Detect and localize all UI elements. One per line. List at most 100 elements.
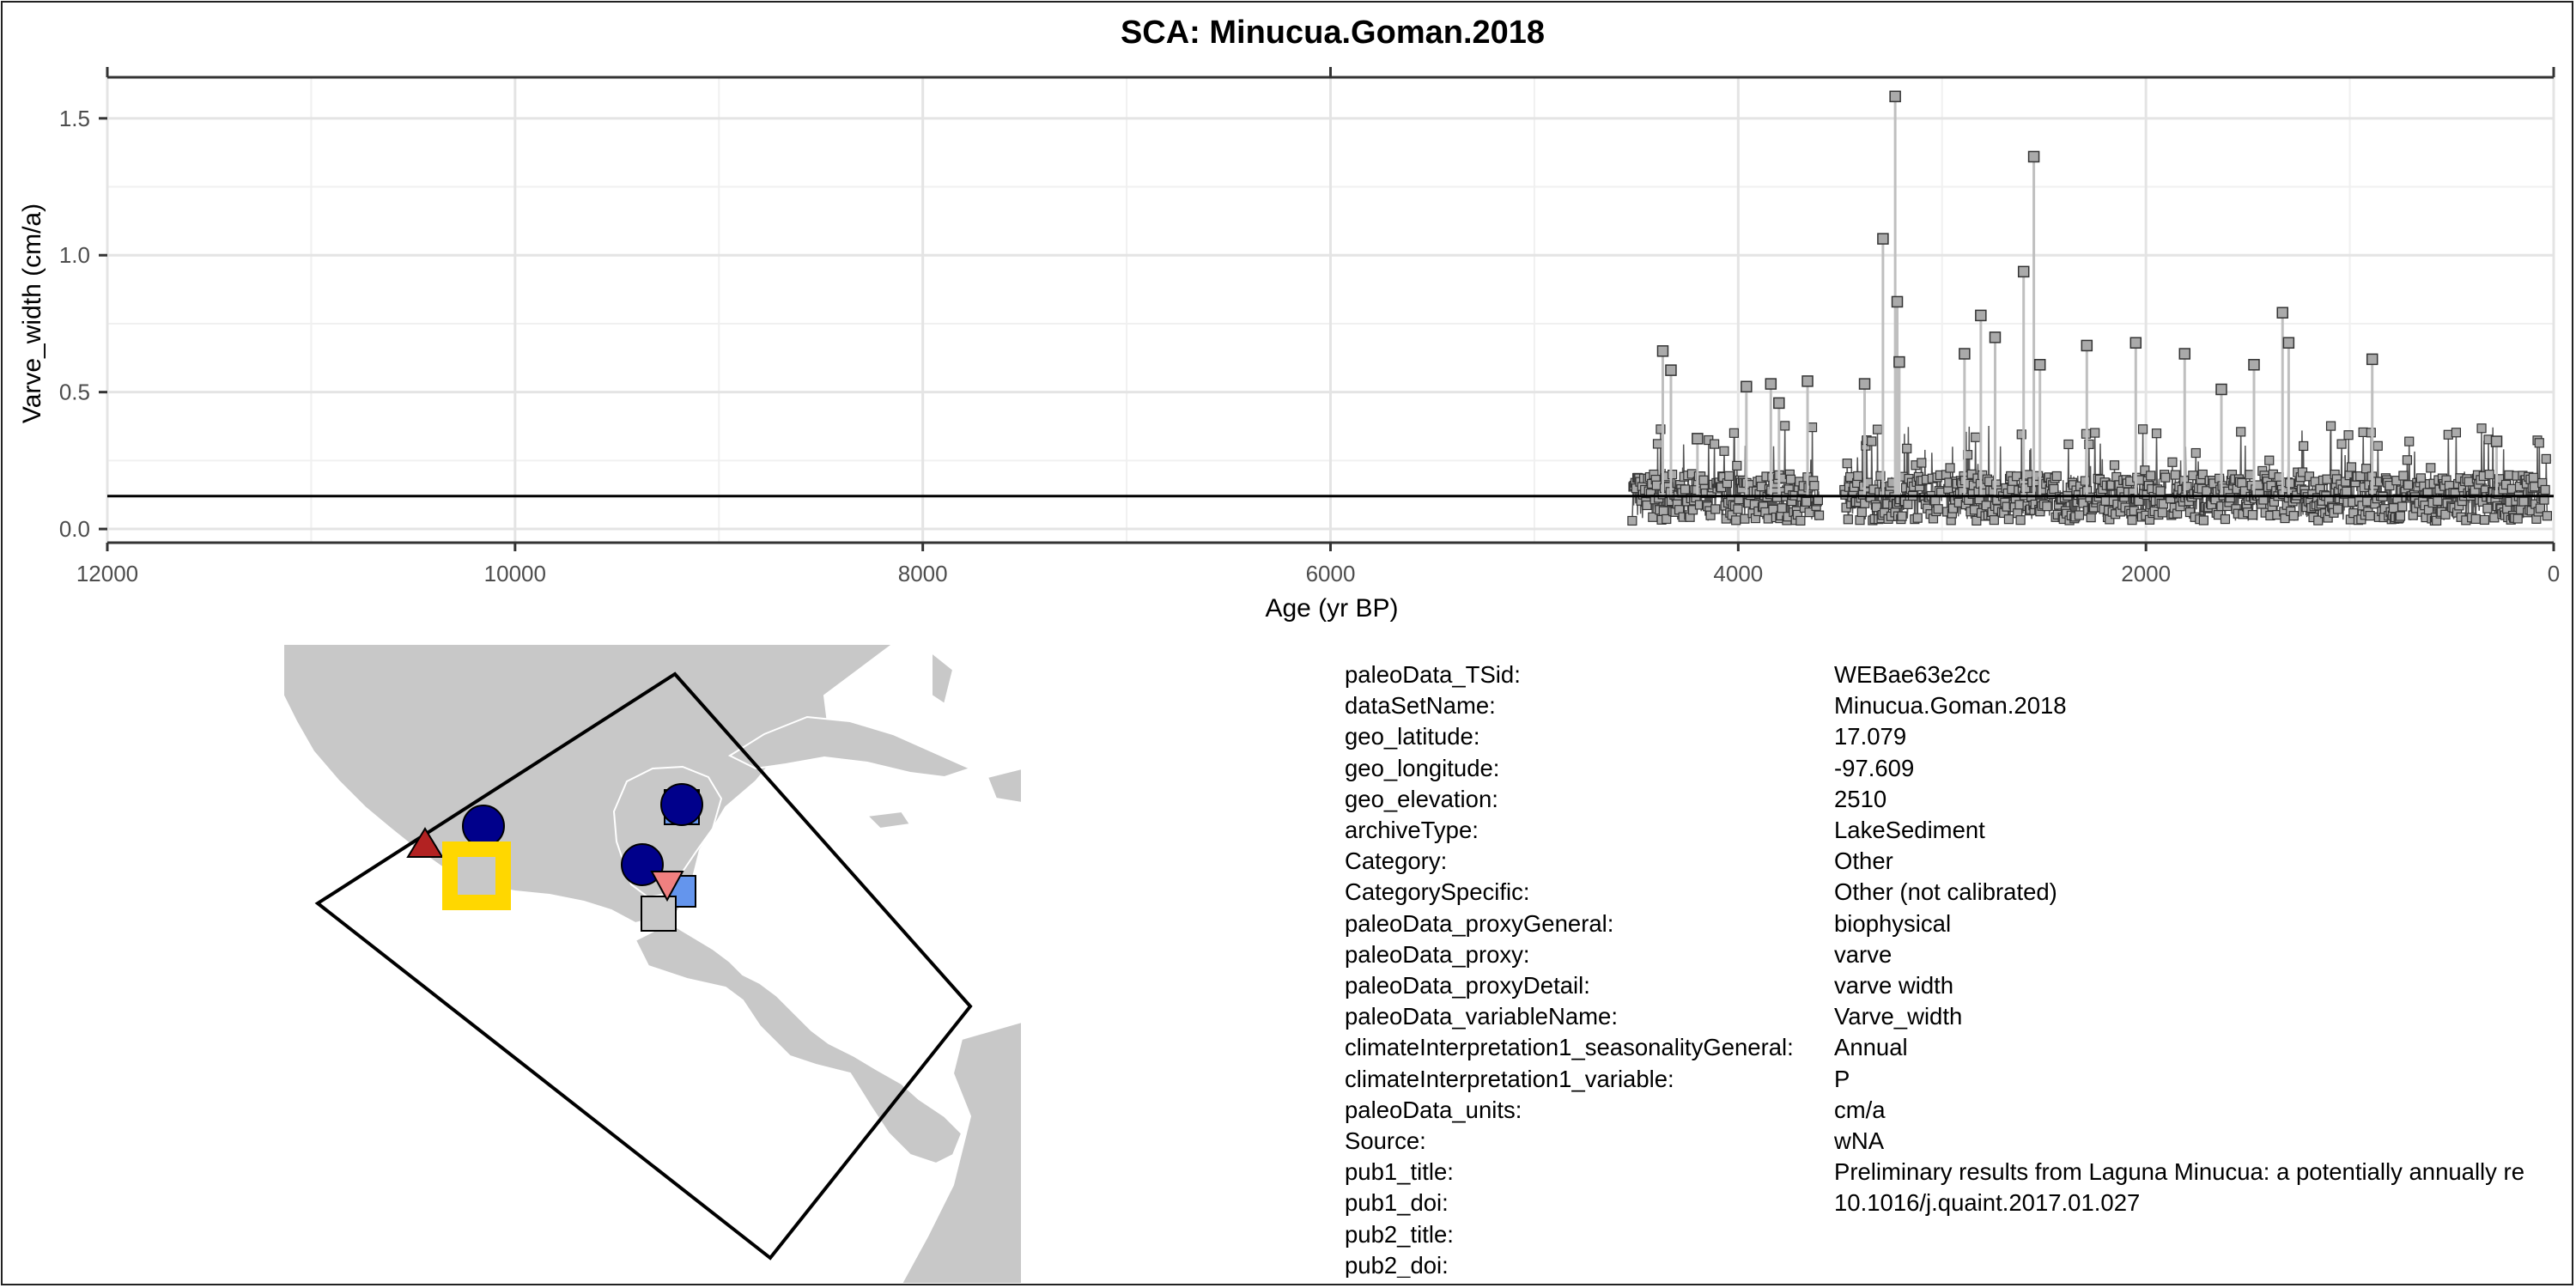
- data-point: [1853, 471, 1863, 482]
- data-point: [2440, 509, 2451, 519]
- data-point: [1756, 481, 1766, 492]
- data-point: [2451, 428, 2462, 438]
- data-point: [2160, 472, 2171, 483]
- data-point: [2322, 474, 2332, 484]
- metadata-value: LakeSediment: [1834, 817, 1985, 844]
- data-point: [1889, 90, 1901, 103]
- metadata-key: archiveType:: [1345, 817, 1479, 844]
- data-point: [1658, 506, 1668, 516]
- data-point: [2426, 463, 2436, 473]
- data-point: [2362, 496, 2372, 507]
- data-point: [1933, 504, 1943, 514]
- data-point: [2348, 507, 2359, 519]
- data-point: [1855, 515, 1865, 526]
- x-tick-label: 4000: [1713, 561, 1763, 586]
- data-point: [2504, 470, 2514, 480]
- data-point: [1842, 459, 1852, 469]
- data-point: [2225, 493, 2235, 503]
- data-point: [2402, 455, 2413, 465]
- bahamas-island: [931, 650, 955, 706]
- data-point: [1724, 471, 1735, 481]
- metadata-key: pub1_title:: [1345, 1158, 1454, 1186]
- metadata-row: geo_longitude: -97.609: [1345, 753, 2573, 784]
- metadata-row: climateInterpretation1_variable: P: [1345, 1064, 2573, 1095]
- metadata-key: paleoData_TSid:: [1345, 661, 1521, 688]
- metadata-row: paleoData_proxyGeneral: biophysical: [1345, 908, 2573, 939]
- highlighted-site-marker: [442, 841, 511, 910]
- data-point: [2158, 499, 2169, 509]
- data-point: [2385, 480, 2395, 491]
- metadata-value: cm/a: [1834, 1096, 1886, 1123]
- data-point: [2415, 473, 2426, 483]
- x-axis-label: Age (yr BP): [1265, 594, 1398, 623]
- data-point: [2042, 501, 2052, 512]
- metadata-row: paleoData_proxyDetail: varve width: [1345, 970, 2573, 1001]
- data-point: [1662, 513, 1672, 525]
- data-point: [2476, 423, 2487, 434]
- data-point: [1871, 502, 1881, 513]
- chart-title: SCA: Minucua.Goman.2018: [1121, 15, 1545, 51]
- data-point: [2100, 495, 2111, 506]
- data-point: [2049, 483, 2059, 495]
- metadata-row: pub2_doi:: [1345, 1250, 2573, 1278]
- data-point: [2479, 514, 2490, 526]
- data-point: [2299, 440, 2309, 452]
- data-point: [2484, 469, 2494, 480]
- data-point: [1665, 364, 1677, 376]
- metadata-row: paleoData_units: cm/a: [1345, 1095, 2573, 1126]
- data-point: [2011, 471, 2022, 482]
- data-point: [2529, 482, 2540, 492]
- data-point: [1858, 378, 1871, 390]
- data-point: [2512, 513, 2523, 524]
- data-point: [2343, 430, 2354, 440]
- x-tick-label: 12000: [76, 561, 138, 586]
- data-point: [1872, 424, 1883, 434]
- data-point: [2489, 513, 2500, 523]
- data-point: [2360, 464, 2372, 474]
- data-point: [1801, 496, 1812, 507]
- metadata-key: paleoData_units:: [1345, 1096, 1522, 1123]
- metadata-key: geo_latitude:: [1345, 723, 1480, 750]
- region-bounding-box: [314, 671, 973, 1261]
- metadata-value: Varve_width: [1834, 1003, 1963, 1030]
- plot-area: 12000 10000 8000 6000 4000 2000 0 0.0 0.5 1.0 1.5: [59, 67, 2560, 586]
- y-axis-label: Varve_width (cm/a): [18, 204, 46, 423]
- metadata-value: varve width: [1834, 972, 1954, 999]
- south-america-landmass: [900, 1020, 1022, 1284]
- data-point: [2464, 477, 2474, 487]
- data-point: [1867, 436, 1877, 447]
- data-point: [2443, 429, 2453, 440]
- data-point: [2140, 465, 2150, 476]
- metadata-row: pub2_title:: [1345, 1219, 2573, 1250]
- data-point: [2542, 511, 2553, 521]
- data-point: [1971, 432, 1981, 442]
- data-point: [2084, 439, 2094, 450]
- data-point: [1680, 484, 1691, 495]
- site-marker-triangle-up: [406, 827, 444, 858]
- data-point: [2236, 427, 2246, 437]
- metadata-row: paleoData_variableName: Varve_width: [1345, 1001, 2573, 1032]
- hispaniola-island: [986, 767, 1022, 805]
- metadata-row: Category: Other: [1345, 846, 2573, 877]
- timeseries-chart: SCA: Minucua.Goman.2018 12000 10000 8000 60…: [18, 15, 2560, 623]
- metadata-row: geo_latitude: 17.079: [1345, 721, 2573, 752]
- data-point: [2358, 427, 2368, 438]
- metadata-key: climateInterpretation1_seasonalityGenera…: [1345, 1034, 1794, 1061]
- data-point: [2090, 428, 2100, 438]
- data-point: [2248, 359, 2260, 371]
- x-tick-label: 10000: [484, 561, 546, 586]
- data-point: [2541, 453, 2551, 465]
- data-point: [2167, 457, 2178, 467]
- site-marker-triangle-down: [650, 871, 684, 902]
- data-point: [2534, 438, 2544, 448]
- data-point: [2014, 500, 2025, 510]
- data-point: [1692, 433, 1704, 445]
- metadata-key: paleoData_proxy:: [1345, 940, 1530, 968]
- data-point: [1768, 504, 1778, 514]
- data-point: [2388, 503, 2399, 513]
- site-marker-square: [641, 896, 677, 932]
- data-point: [2372, 440, 2383, 451]
- data-point: [2051, 471, 2062, 482]
- data-point: [2247, 510, 2257, 520]
